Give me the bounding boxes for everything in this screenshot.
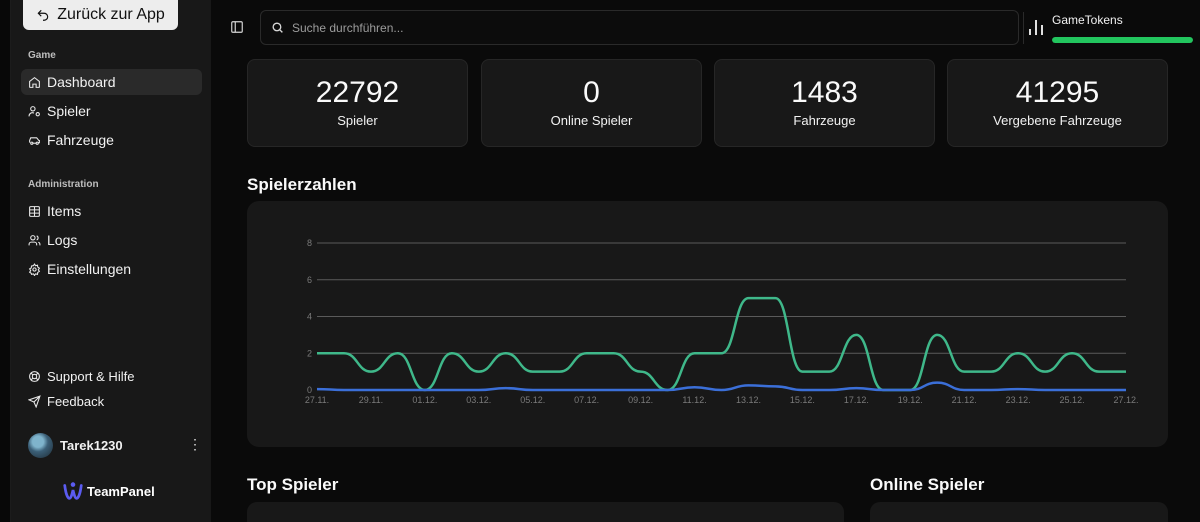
y-tick-label: 6 [307,275,312,285]
y-tick-label: 0 [307,385,312,395]
feedback-link[interactable]: Feedback [21,388,202,414]
online-players-panel [870,502,1168,522]
table-icon [29,205,40,217]
sidebar-item-label: Einstellungen [47,261,132,277]
x-tick-label: 05.12. [520,395,545,405]
game-tokens-progress [1052,37,1193,43]
sidebar-item-label: Spieler [47,103,91,119]
x-tick-label: 27.12. [1113,395,1138,405]
undo-icon [37,9,49,21]
window-edge [0,0,11,522]
game-tokens-progress-fill [1052,37,1193,43]
x-tick-label: 13.12. [736,395,761,405]
sidebar-item-label: Logs [47,232,78,248]
lifebuoy-icon [29,370,40,382]
search-placeholder: Suche durchführen... [292,20,404,35]
x-tick-label: 21.12. [952,395,977,405]
user-cog-icon [28,105,40,116]
series-line-green [316,296,1126,392]
x-tick-label: 17.12. [844,395,869,405]
stat-value: 1483 [791,76,858,109]
y-tick-label: 4 [307,312,312,322]
sidebar-toggle-icon[interactable] [230,20,244,34]
y-tick-label: 2 [307,348,312,358]
section-label-game: Game [28,50,56,61]
sidebar: Game Dashboard Spieler Fahrzeuge Adminis… [11,0,211,522]
x-tick-label: 11.12. [682,395,706,405]
car-icon [29,136,40,145]
sidebar-item-fahrzeuge[interactable]: Fahrzeuge [21,127,202,153]
support-label: Support & Hilfe [47,368,135,384]
search-icon [272,22,283,33]
user-profile[interactable]: Tarek1230 ⋮ [28,432,202,458]
stat-card-spieler: 22792 Spieler [247,59,468,147]
stat-label: Fahrzeuge [793,113,856,128]
stat-card-online-spieler: 0 Online Spieler [481,59,702,147]
gear-icon [28,262,41,276]
brand-name: TeamPanel [87,483,155,499]
users-icon [28,234,41,245]
send-icon [28,394,41,408]
stat-value: 0 [583,76,600,109]
sidebar-item-label: Fahrzeuge [47,132,114,148]
sidebar-item-label: Items [47,203,82,219]
home-icon [29,76,40,88]
support-link[interactable]: Support & Hilfe [21,363,202,389]
sidebar-item-spieler[interactable]: Spieler [21,98,202,124]
teampanel-logo-icon [63,482,83,500]
x-tick-label: 29.11. [359,395,383,405]
x-tick-label: 27.11. [305,395,329,405]
sidebar-item-dashboard[interactable]: Dashboard [21,69,202,95]
search-bar[interactable]: Suche durchführen... [260,10,1019,45]
brand-logo: TeamPanel [62,480,155,502]
username: Tarek1230 [60,437,123,453]
line-chart: 0 2 4 6 8 27.11. 29.11. 01.12. 03.12. 05.12. 07.12… [305,238,1139,405]
more-vertical-icon[interactable]: ⋮ [188,436,202,452]
series-line-blue [316,381,1126,392]
stat-label: Spieler [337,113,378,128]
stat-card-fahrzeuge: 1483 Fahrzeuge [714,59,935,147]
sidebar-item-items[interactable]: Items [21,198,202,224]
x-tick-label: 01.12. [412,395,437,405]
y-tick-label: 8 [307,238,312,248]
back-to-app-button[interactable]: Zurück zur App [23,0,178,30]
stat-value: 41295 [1015,76,1100,109]
bar-chart-icon [1029,20,1043,35]
feedback-label: Feedback [47,393,105,409]
x-tick-label: 15.12. [790,395,815,405]
player-count-chart: 0 2 4 6 8 27.11. 29.11. 01.12. 03.12. 05.12. 07.12… [247,201,1168,447]
x-tick-label: 07.12. [574,395,599,405]
stat-card-vergebene-fahrzeuge: 41295 Vergebene Fahrzeuge [947,59,1168,147]
top-players-title: Top Spieler [247,475,339,494]
game-tokens-label: GameTokens [1052,13,1123,27]
x-tick-label: 23.12. [1006,395,1031,405]
stat-value: 22792 [315,76,400,109]
avatar [28,432,53,458]
x-tick-label: 19.12. [898,395,923,405]
sidebar-item-label: Dashboard [47,74,116,90]
x-tick-label: 09.12. [628,395,653,405]
top-players-panel [247,502,844,522]
stat-label: Vergebene Fahrzeuge [993,113,1122,128]
x-tick-label: 03.12. [466,395,491,405]
sidebar-item-einstellungen[interactable]: Einstellungen [21,256,202,282]
sidebar-item-logs[interactable]: Logs [21,227,202,253]
chart-section-title: Spielerzahlen [247,175,357,194]
topbar-divider [1023,12,1024,44]
online-players-title: Online Spieler [870,475,985,494]
back-label: Zurück zur App [57,6,165,23]
x-tick-label: 25.12. [1060,395,1085,405]
section-label-administration: Administration [28,179,99,190]
stat-label: Online Spieler [550,113,633,128]
